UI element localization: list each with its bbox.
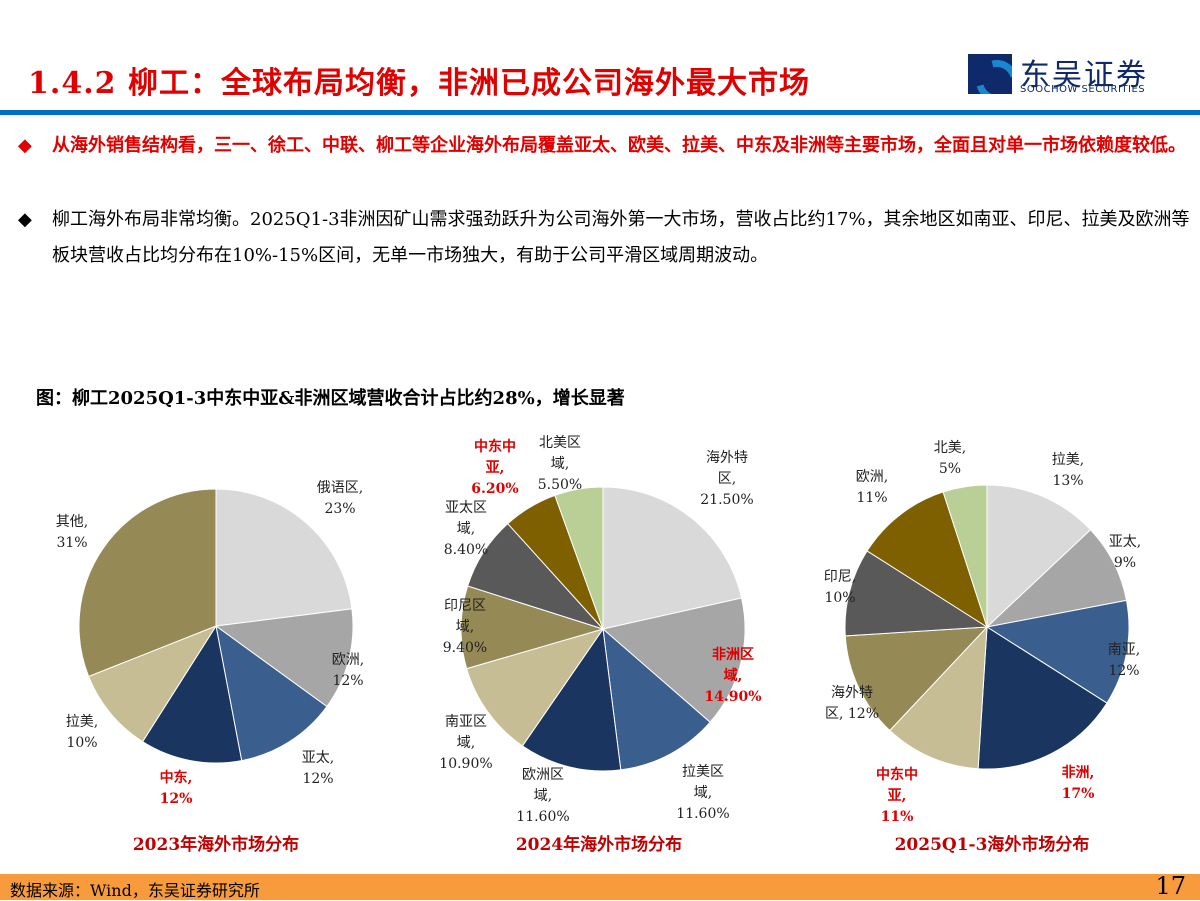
slice-label: 欧洲, 11%: [855, 469, 889, 506]
data-source: 数据来源：Wind，东吴证券研究所: [10, 881, 260, 900]
slice-label: 欧洲, 12%: [331, 652, 365, 689]
pie-slice: [78, 488, 217, 678]
bullet-point: ◆ 从海外销售结构看，三一、徐工、中联、柳工等企业海外布局覆盖亚太、欧美、拉美、…: [18, 128, 1192, 164]
logo-text-cn: 东吴证券: [1020, 58, 1148, 93]
pie-slice: [985, 599, 1130, 704]
pie-slice: [844, 626, 989, 732]
pie-slice: [977, 626, 1108, 770]
logo-icon: [968, 54, 1012, 94]
slice-label: 南亚区 域, 10.90%: [439, 714, 493, 772]
pie-slice: [554, 486, 604, 630]
pie-title-2023: 2023年海外市场分布: [132, 835, 300, 855]
slice-label: 拉美, 13%: [1051, 452, 1085, 489]
bullet-point: ◆ 柳工海外布局非常均衡。2025Q1-3非洲因矿山需求强劲跃升为公司海外第一大…: [18, 202, 1192, 274]
slice-label: 俄语区, 23%: [316, 480, 364, 517]
figure-caption: 图：柳工2025Q1-3中东中亚&非洲区域营收合计占比约28%，增长显著: [36, 388, 625, 409]
pie-slice: [866, 491, 988, 629]
pie-slice: [141, 624, 243, 764]
pie-slice: [844, 550, 989, 637]
slice-label: 北美区 域, 5.50%: [537, 435, 583, 493]
pie-slice: [602, 627, 711, 771]
pie-slice: [889, 625, 988, 770]
pie-slice: [214, 608, 354, 708]
pie-slice: [215, 624, 328, 762]
pie-slice: [601, 597, 746, 723]
slice-label: 欧洲区 域, 11.60%: [516, 767, 570, 825]
slice-label: 亚太, 9%: [1108, 534, 1142, 571]
diamond-bullet-icon: ◆: [18, 209, 32, 230]
slice-label: 拉美, 10%: [65, 714, 99, 751]
slice-label: 海外特 区, 21.50%: [700, 450, 754, 508]
slice-label: 中东中 亚, 6.20%: [471, 439, 519, 497]
page-title: 1.4.2 柳工：全球布局均衡，非洲已成公司海外最大市场: [28, 66, 810, 101]
pie-slice: [986, 484, 1092, 629]
slice-label: 非洲, 17%: [1061, 765, 1095, 802]
pie-title-2025: 2025Q1-3海外市场分布: [894, 835, 1090, 855]
pie-slice: [466, 628, 605, 747]
slice-label: 中东, 12%: [159, 770, 193, 807]
slice-label: 亚太区 域, 8.40%: [443, 500, 489, 558]
slice-label: 海外特 区, 12%: [824, 685, 880, 722]
bullet-text: 从海外销售结构看，三一、徐工、中联、柳工等企业海外布局覆盖亚太、欧美、拉美、中东…: [52, 135, 1186, 156]
bullet-text: 柳工海外布局非常均衡。2025Q1-3非洲因矿山需求强劲跃升为公司海外第一大市场…: [52, 209, 1190, 266]
slice-label: 印尼区 域, 9.40%: [442, 598, 488, 656]
slice-label: 中东中 亚, 11%: [876, 767, 918, 825]
slice-label: 北美, 5%: [933, 440, 967, 477]
pie-slice: [460, 585, 605, 670]
diamond-bullet-icon: ◆: [18, 135, 32, 156]
pie-slice: [521, 627, 622, 772]
pie-slice: [985, 529, 1128, 628]
slice-label: 其他, 31%: [55, 514, 89, 551]
logo-text-en: SOOCHOW SECURITIES: [1020, 84, 1146, 95]
pie-title-2024: 2024年海外市场分布: [515, 835, 683, 855]
pie-slice: [602, 486, 743, 630]
slice-label: 南亚, 12%: [1107, 642, 1141, 679]
pie-slice: [87, 624, 218, 743]
header-divider: [0, 110, 1200, 115]
pie-slice: [215, 488, 353, 627]
footer-bar: 数据来源：Wind，东吴证券研究所 17: [0, 872, 1200, 900]
slice-label: 非洲区 域, 14.90%: [704, 647, 762, 705]
page-number: 17: [1155, 872, 1186, 900]
slice-label: 亚太, 12%: [301, 750, 335, 787]
slice-label: 印尼, 10%: [823, 569, 857, 606]
pie-slice: [942, 484, 988, 628]
company-logo: 东吴证券 SOOCHOW SECURITIES: [968, 54, 1148, 96]
slice-label: 拉美区 域, 11.60%: [676, 764, 730, 822]
